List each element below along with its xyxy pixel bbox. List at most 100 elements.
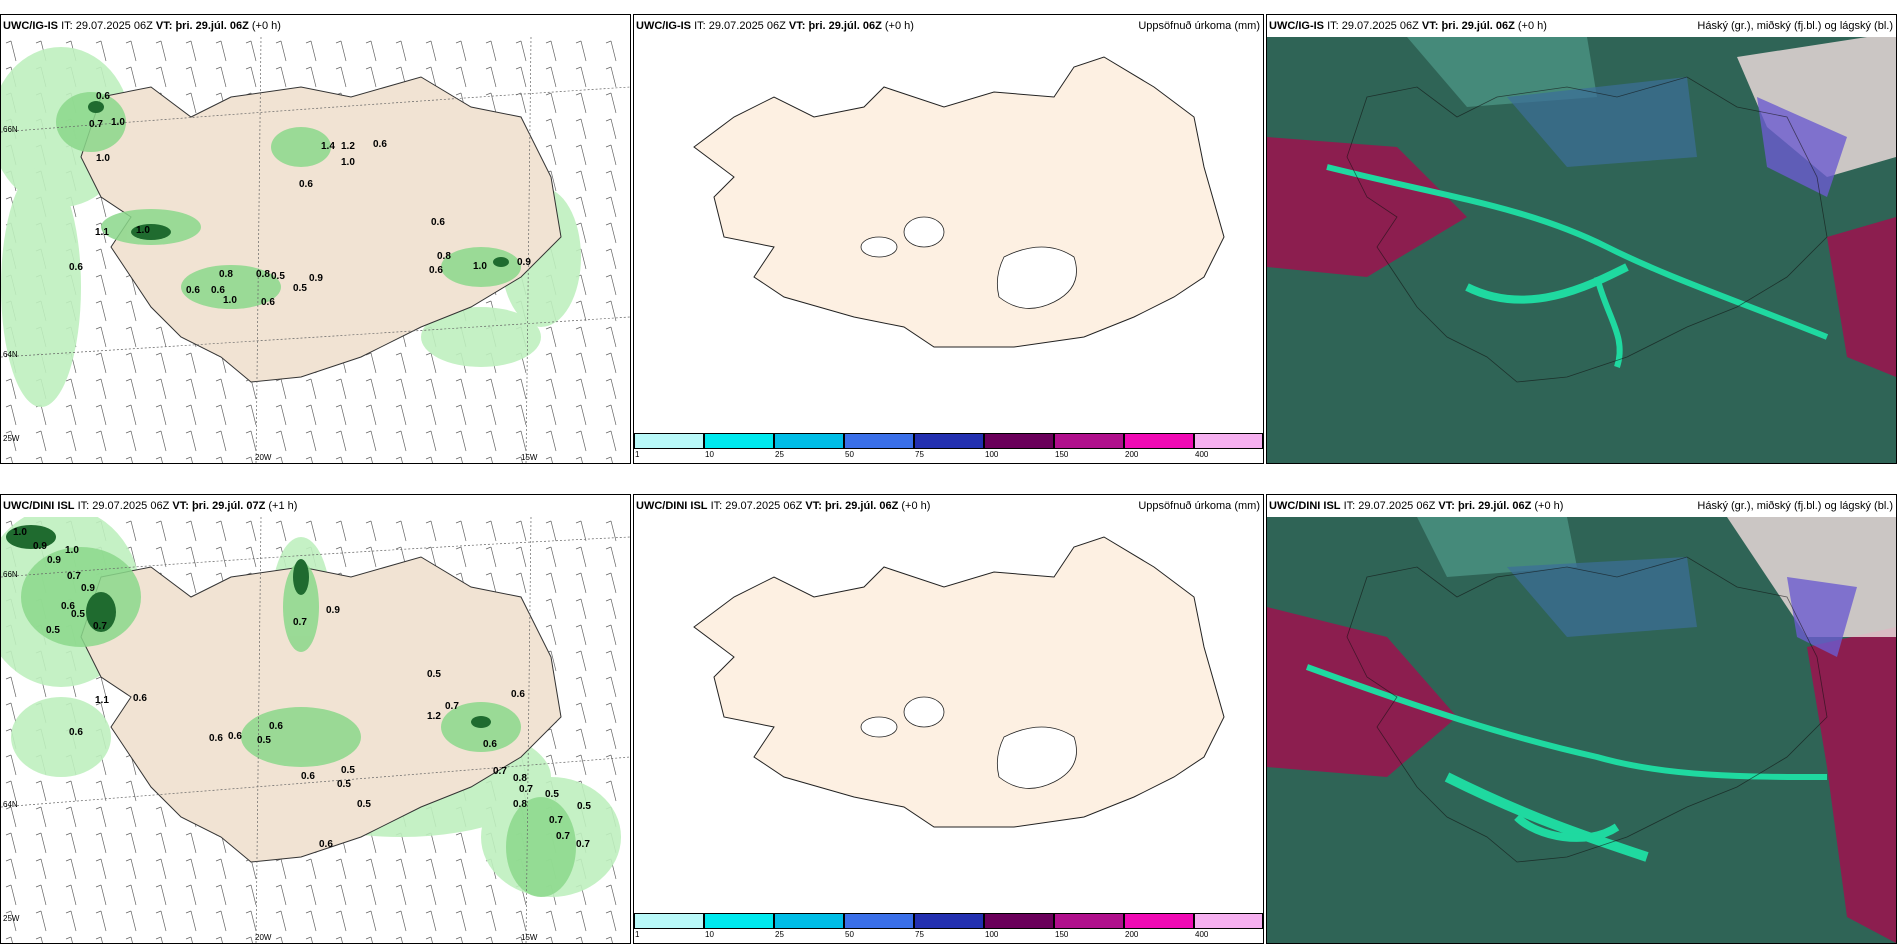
value-label: 0.6 [209,733,223,744]
it-value: 29.07.2025 06Z [75,20,153,32]
it-value: 29.07.2025 06Z [1358,500,1436,512]
value-label: 0.6 [483,739,497,750]
value-label: 1.0 [13,527,27,538]
model-name: UWC/IG-IS [1269,20,1324,32]
value-label: 0.8 [256,269,270,280]
legend-tick: 150 [1055,930,1069,939]
legend-swatch [914,433,984,449]
legend-tick: 200 [1125,930,1139,939]
panel-top-middle: UWC/IG-IS IT: 29.07.2025 06Z VT: þri. 29… [633,14,1264,464]
value-label: 0.6 [269,721,283,732]
precip-map [634,517,1263,943]
legend-swatch [704,913,774,929]
legend-tick: 25 [775,930,784,939]
value-label: 0.8 [513,773,527,784]
value-label: 0.6 [61,601,75,612]
legend-tick: 50 [845,450,854,459]
value-label: 0.7 [93,621,107,632]
panel-header: UWC/DINI ISL IT: 29.07.2025 06Z VT: þri.… [634,495,1263,517]
lat-label: 66N [3,570,18,579]
legend-swatch [1194,433,1263,449]
value-label: 0.5 [257,735,271,746]
value-label: 0.5 [341,765,355,776]
value-label: 1.0 [341,157,355,168]
value-label: 0.9 [517,257,531,268]
it-value: 29.07.2025 06Z [725,500,803,512]
value-label: 1.0 [473,261,487,272]
vt-value: þri. 29.júl. 07Z [191,500,266,512]
legend-swatch [984,913,1054,929]
value-label: 0.7 [67,571,81,582]
value-label: 0.6 [228,731,242,742]
offset: (+0 h) [884,20,914,32]
value-label: 0.5 [545,789,559,800]
vt-label: VT: [172,500,189,512]
legend-swatch [844,433,914,449]
offset: (+0 h) [1517,20,1547,32]
value-label: 0.6 [261,297,275,308]
value-label: 0.6 [319,839,333,850]
vt-value: þri. 29.júl. 06Z [1441,20,1515,32]
value-label: 0.6 [431,217,445,228]
legend-swatch [704,433,774,449]
vt-value: þri. 29.júl. 06Z [1457,500,1532,512]
panel-header: UWC/IG-IS IT: 29.07.2025 06Z VT: þri. 29… [1,15,630,37]
wind-map: 0.6 0.7 1.0 1.0 1.4 1.2 0.6 1.0 0.6 1.1 … [1,37,630,463]
value-label: 1.0 [96,153,110,164]
vt-value: þri. 29.júl. 06Z [808,20,882,32]
vt-label: VT: [1438,500,1455,512]
it-label: IT: [710,500,723,512]
lat-label: 64N [3,800,18,809]
legend-swatch [844,913,914,929]
legend-swatch [914,913,984,929]
value-label: 0.7 [493,766,507,777]
wind-map: 1.0 0.9 0.9 1.0 0.7 0.9 0.6 0.5 0.7 0.5 … [1,517,630,943]
value-label: 0.6 [211,285,225,296]
value-label: 0.5 [577,801,591,812]
legend-tick: 75 [915,450,924,459]
field-title: Uppsöfnuð úrkoma (mm) [1138,20,1260,32]
legend-swatch [1194,913,1263,929]
value-label: 0.7 [576,839,590,850]
legend-tick: 10 [705,930,714,939]
value-label: 0.9 [309,273,323,284]
legend-tick: 400 [1195,930,1209,939]
lon-label: 20W [255,453,272,462]
value-label: 0.7 [445,701,459,712]
legend-swatch [1054,913,1124,929]
value-label: 0.6 [69,727,83,738]
value-label: 1.0 [223,295,237,306]
offset: (+0 h) [251,20,281,32]
it-value: 29.07.2025 06Z [92,500,170,512]
lon-label: 20W [255,933,272,942]
value-label: 0.9 [81,583,95,594]
lon-label: 15W [521,933,538,942]
panel-top-right: UWC/IG-IS IT: 29.07.2025 06Z VT: þri. 29… [1266,14,1897,464]
value-label: 1.2 [341,141,355,152]
offset: (+0 h) [1534,500,1564,512]
it-label: IT: [1343,500,1356,512]
legend-swatch [1124,433,1194,449]
vt-value: þri. 29.júl. 06Z [824,500,899,512]
legend-tick: 25 [775,450,784,459]
legend-swatch [1054,433,1124,449]
panel-header: UWC/IG-IS IT: 29.07.2025 06Z VT: þri. 29… [1267,15,1896,37]
it-label: IT: [694,20,706,32]
model-name: UWC/DINI ISL [3,500,75,512]
precip-map [634,37,1263,463]
offset: (+0 h) [901,500,931,512]
lat-label: 66N [3,125,18,134]
panel-header: UWC/DINI ISL IT: 29.07.2025 06Z VT: þri.… [1,495,630,517]
value-label: 0.6 [96,91,110,102]
it-value: 29.07.2025 06Z [708,20,786,32]
legend-tick: 1 [635,450,640,459]
iceland-landmass [693,56,1225,348]
precip-legend: 1 10 25 50 75 100 150 200 400 [634,913,1263,943]
value-label: 0.5 [293,283,307,294]
legend-tick: 400 [1195,450,1209,459]
panel-bottom-right: UWC/DINI ISL IT: 29.07.2025 06Z VT: þri.… [1266,494,1897,944]
value-label: 0.7 [549,815,563,826]
vt-label: VT: [1421,20,1439,32]
value-label: 0.7 [293,617,307,628]
panel-header: UWC/DINI ISL IT: 29.07.2025 06Z VT: þri.… [1267,495,1896,517]
